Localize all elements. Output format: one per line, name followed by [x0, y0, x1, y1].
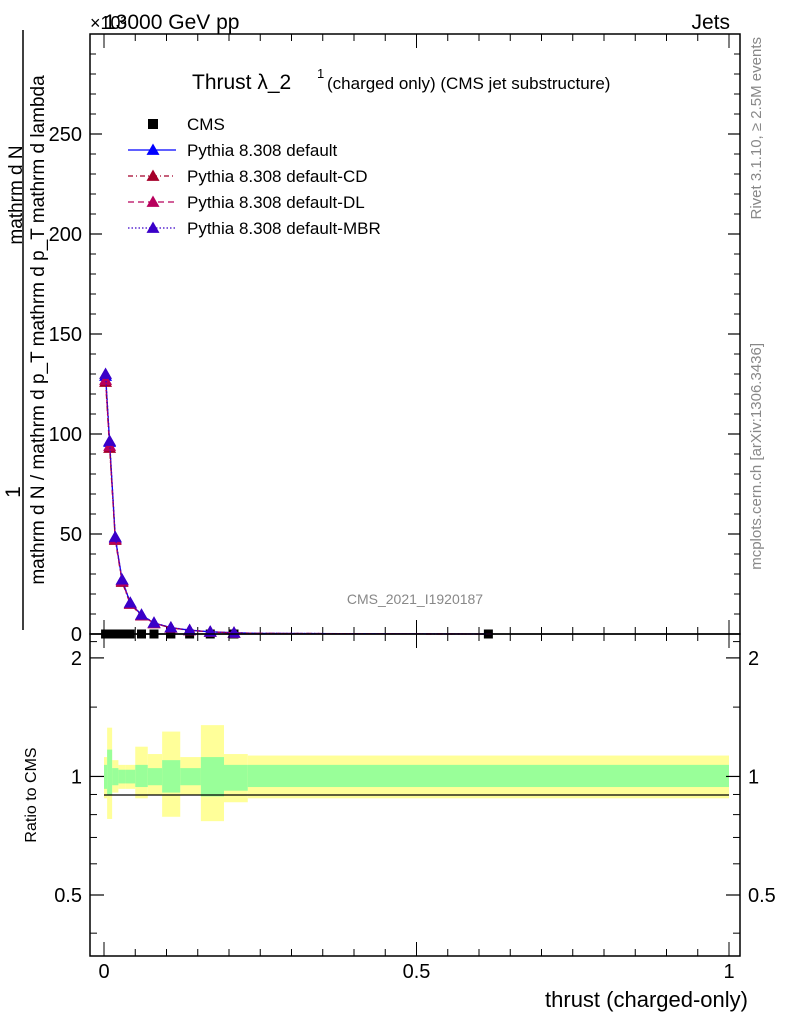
series-marker-4 [227, 626, 241, 638]
ratio-y-label: Ratio to CMS [23, 747, 40, 842]
series-line-3 [104, 379, 492, 635]
legend-marker-1 [146, 143, 160, 155]
legend-label-2: Pythia 8.308 default-CD [187, 167, 368, 186]
ratio-y-tick-label: 0.5 [54, 885, 82, 907]
ratio-bands [104, 725, 729, 822]
rivet-version-label: Rivet 3.1.10, ≥ 2.5M events [748, 37, 765, 220]
main-y-axis-label: 1 mathrm d N mathrm d N / mathrm d p_T m… [2, 30, 49, 630]
series-marker-4 [164, 621, 178, 633]
ratio-stat-band [200, 757, 224, 797]
series-marker-3 [99, 373, 113, 385]
plot-title-suffix: (charged only) (CMS jet substructure) [327, 74, 610, 93]
series-marker-4 [108, 530, 122, 542]
mcplots-label: mcplots.cern.ch [arXiv:1306.3436] [748, 343, 765, 570]
ratio-stat-band [162, 760, 181, 793]
ratio-stat-band [224, 764, 248, 791]
series-marker-4 [123, 596, 137, 608]
series-marker-4 [147, 616, 161, 628]
main-y-tick-label: 200 [49, 224, 82, 246]
legend-cms-marker [148, 119, 158, 129]
main-y-tick-label: 50 [60, 524, 82, 546]
series-marker-4 [115, 573, 129, 585]
series-marker-4 [103, 434, 117, 446]
ratio-ticks: 0.5 0.5 1 1 2 2 0 0.5 1 [54, 634, 776, 983]
legend-label-1: Pythia 8.308 default [187, 141, 338, 160]
y-label-denominator: mathrm d N / mathrm d p_T mathrm d p_T m… [28, 75, 49, 585]
main-y-tick-label: 250 [49, 124, 82, 146]
series-marker-4 [135, 608, 148, 620]
legend-label-4: Pythia 8.308 default-MBR [187, 219, 381, 238]
process-label: Jets [691, 11, 730, 34]
ratio-stat-band [107, 749, 113, 795]
y-label-numerator-one: 1 [2, 486, 25, 498]
ratio-stat-band [247, 764, 729, 788]
plot-title-main: Thrust λ_2 [192, 71, 291, 94]
legend-marker-4 [146, 221, 160, 233]
x-axis-label: thrust (charged-only) [545, 987, 748, 1012]
plot-title-superscript: 1 [317, 66, 324, 81]
series-marker-4 [99, 367, 113, 379]
analysis-label: CMS_2021_I1920187 [347, 591, 483, 607]
ratio-stat-band [125, 769, 136, 784]
x-tick-label: 0.5 [403, 961, 431, 983]
y-label-numerator: mathrm d N [6, 145, 27, 244]
ratio-y-tick-label-right: 0.5 [748, 885, 776, 907]
x-tick-label: 1 [723, 961, 734, 983]
main-y-tick-label: 0 [71, 624, 82, 646]
y-exponent-label: ×10³ [90, 13, 127, 33]
series-marker-4 [183, 623, 197, 635]
ratio-stat-band [135, 764, 148, 788]
main-y-ticks: 0 50 100 150 200 250 [49, 53, 740, 646]
ratio-y-tick-label-right: 1 [748, 766, 759, 788]
ratio-plot-frame [89, 633, 741, 957]
ratio-stat-band [118, 769, 126, 784]
plot-title: Thrust λ_2 1 (charged only) (CMS jet sub… [192, 66, 610, 94]
legend-label-3: Pythia 8.308 default-DL [187, 193, 365, 212]
legend-label-0: CMS [187, 115, 225, 134]
ratio-stat-band [147, 768, 163, 786]
ratio-y-tick-label: 1 [71, 766, 82, 788]
main-y-tick-label: 100 [49, 424, 82, 446]
main-y-tick-label: 150 [49, 324, 82, 346]
legend-marker-2 [146, 169, 160, 181]
main-x-ticks [103, 34, 730, 634]
ratio-stat-band [112, 768, 119, 786]
energy-label: 13000 GeV pp [104, 11, 239, 34]
ratio-y-tick-label-right: 2 [748, 648, 759, 670]
legend: CMS Pythia 8.308 default Pythia 8.308 defa… [128, 115, 381, 238]
ratio-y-tick-label: 2 [71, 648, 82, 670]
ratio-stat-band [180, 768, 201, 786]
ratio-stat-band [104, 764, 108, 789]
legend-marker-3 [146, 195, 160, 207]
x-tick-label: 0 [98, 961, 109, 983]
